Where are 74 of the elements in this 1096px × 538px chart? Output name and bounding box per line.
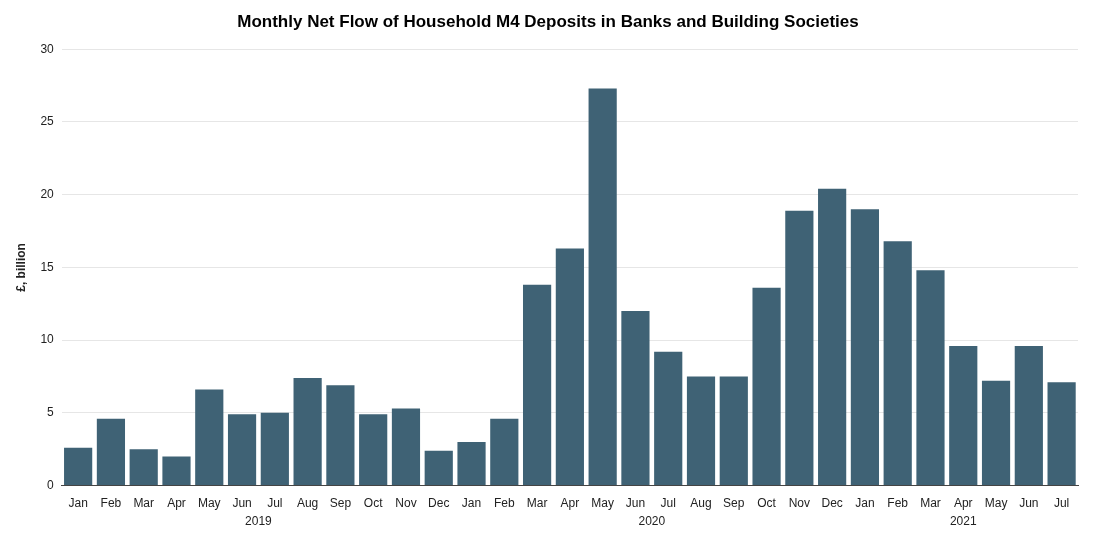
y-tick-label: 25 xyxy=(40,114,55,129)
bar xyxy=(883,241,912,486)
bar xyxy=(260,412,289,486)
x-tick-label: Aug xyxy=(690,496,712,511)
y-axis-title: £, billion xyxy=(13,243,28,292)
bar xyxy=(981,380,1011,486)
text: 2019 xyxy=(245,514,273,529)
chart-title: Monthly Net Flow of Household M4 Deposits in Banks and Building Societies xyxy=(236,12,860,33)
bar xyxy=(129,449,158,486)
bar xyxy=(654,351,683,486)
x-tick-label: Apr xyxy=(953,496,973,511)
bar xyxy=(293,377,322,486)
x-tick-label: May xyxy=(591,496,614,511)
y-tick-label: 10 xyxy=(40,332,55,347)
bar xyxy=(326,385,355,486)
bar xyxy=(391,408,421,486)
bar xyxy=(227,414,257,486)
bar xyxy=(359,414,388,486)
bar xyxy=(96,418,126,486)
x-tick-label: Apr xyxy=(167,496,186,511)
x-tick-label: Feb xyxy=(887,496,909,511)
y-tick-label: 30 xyxy=(40,41,55,56)
bar xyxy=(752,287,781,486)
bar xyxy=(949,345,978,486)
x-tick-label: Jun xyxy=(232,496,252,511)
text: 2020 xyxy=(638,514,666,529)
x-tick-label: Dec xyxy=(428,496,450,511)
x-tick-label: Jan xyxy=(855,496,875,511)
x-tick-label: Dec xyxy=(821,496,843,511)
x-tick-label: Jan xyxy=(461,496,482,511)
x-tick-label: Mar xyxy=(526,496,548,511)
bar xyxy=(588,88,617,486)
bar xyxy=(555,248,584,486)
x-tick-label: May xyxy=(197,496,221,511)
x-tick-label: Mar xyxy=(133,496,155,511)
y-tick-label: 20 xyxy=(40,186,55,201)
x-tick-label: Sep xyxy=(329,496,352,511)
bar xyxy=(686,376,716,486)
x-tick-label: May xyxy=(984,496,1008,511)
x-tick-label: Aug xyxy=(296,496,319,511)
bar xyxy=(424,450,453,486)
bar xyxy=(64,447,93,486)
bar xyxy=(916,270,945,486)
x-tick-label: Jul xyxy=(267,496,283,511)
x-tick-label: Jun xyxy=(1019,496,1039,511)
x-tick-label: Jul xyxy=(1053,496,1070,511)
y-tick-label: 5 xyxy=(47,405,55,420)
bar xyxy=(850,209,880,486)
x-tick-label: Jan xyxy=(68,496,88,511)
y-tick-label: 0 xyxy=(47,477,55,492)
x-tick-label: Feb xyxy=(493,496,515,511)
bar xyxy=(523,284,552,486)
x-tick-label: Oct xyxy=(757,496,777,511)
bar xyxy=(490,418,519,486)
x-tick-label: Nov xyxy=(395,496,417,511)
x-tick-label: Oct xyxy=(363,496,384,511)
y-tick-label: 15 xyxy=(40,259,55,274)
x-tick-label: Apr xyxy=(560,496,580,511)
x-tick-label: Sep xyxy=(723,496,745,511)
bar xyxy=(1014,345,1043,486)
text: 2021 xyxy=(949,514,977,529)
x-tick-label: Jul xyxy=(660,496,676,511)
bar xyxy=(1047,382,1076,486)
bar xyxy=(457,441,486,486)
x-tick-label: Jun xyxy=(625,496,646,511)
x-tick-label: Mar xyxy=(920,496,941,511)
x-tick-label: Feb xyxy=(100,496,122,511)
bar xyxy=(162,456,191,486)
bar xyxy=(195,389,224,486)
bar xyxy=(785,210,814,486)
bar xyxy=(719,376,748,486)
bar xyxy=(818,188,847,486)
bar xyxy=(621,311,650,486)
x-tick-label: Nov xyxy=(788,496,811,511)
